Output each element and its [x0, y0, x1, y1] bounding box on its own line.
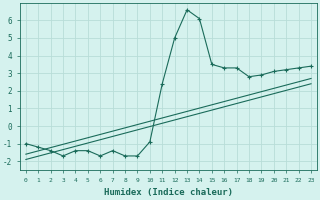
X-axis label: Humidex (Indice chaleur): Humidex (Indice chaleur)	[104, 188, 233, 197]
